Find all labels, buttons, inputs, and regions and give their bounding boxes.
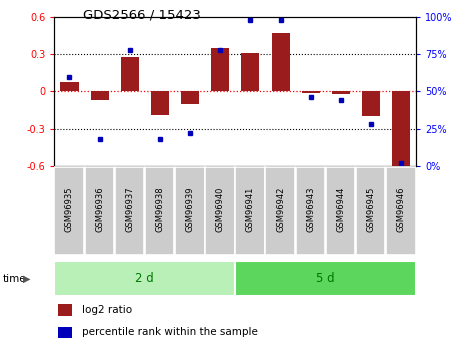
Text: GDS2566 / 15423: GDS2566 / 15423	[83, 9, 201, 22]
Bar	[211, 48, 229, 91]
FancyBboxPatch shape	[54, 167, 84, 255]
Text: GSM96941: GSM96941	[246, 187, 255, 232]
Text: GSM96945: GSM96945	[367, 187, 376, 232]
Bar	[58, 304, 72, 316]
Bar	[272, 33, 289, 91]
Bar	[151, 91, 169, 115]
FancyBboxPatch shape	[205, 167, 235, 255]
Bar	[61, 81, 79, 91]
FancyBboxPatch shape	[386, 167, 416, 255]
Bar	[91, 91, 109, 100]
Bar	[181, 91, 199, 104]
Bar	[362, 91, 380, 116]
Text: GSM96942: GSM96942	[276, 187, 285, 232]
Bar	[121, 57, 139, 91]
FancyBboxPatch shape	[296, 167, 325, 255]
Bar	[392, 91, 410, 166]
Text: ▶: ▶	[23, 274, 30, 284]
Text: log2 ratio: log2 ratio	[81, 305, 131, 315]
FancyBboxPatch shape	[235, 167, 265, 255]
Text: GSM96946: GSM96946	[397, 187, 406, 232]
Text: GSM96937: GSM96937	[125, 187, 134, 232]
FancyBboxPatch shape	[54, 261, 235, 296]
FancyBboxPatch shape	[114, 167, 144, 255]
FancyBboxPatch shape	[356, 167, 385, 255]
FancyBboxPatch shape	[235, 261, 416, 296]
FancyBboxPatch shape	[85, 167, 114, 255]
Text: time: time	[2, 274, 26, 284]
Bar	[302, 91, 320, 93]
FancyBboxPatch shape	[326, 167, 355, 255]
Text: GSM96936: GSM96936	[95, 187, 104, 232]
Text: percentile rank within the sample: percentile rank within the sample	[81, 327, 257, 337]
Text: 5 d: 5 d	[316, 272, 335, 285]
Text: 2 d: 2 d	[135, 272, 154, 285]
FancyBboxPatch shape	[145, 167, 175, 255]
Bar	[332, 91, 350, 94]
FancyBboxPatch shape	[265, 167, 295, 255]
Text: GSM96940: GSM96940	[216, 187, 225, 232]
Text: GSM96944: GSM96944	[336, 187, 345, 232]
Text: GSM96938: GSM96938	[156, 187, 165, 232]
FancyBboxPatch shape	[175, 167, 204, 255]
Bar	[241, 53, 259, 91]
Text: GSM96935: GSM96935	[65, 187, 74, 232]
Text: GSM96943: GSM96943	[306, 187, 315, 232]
Bar	[58, 327, 72, 338]
Text: GSM96939: GSM96939	[185, 187, 194, 232]
